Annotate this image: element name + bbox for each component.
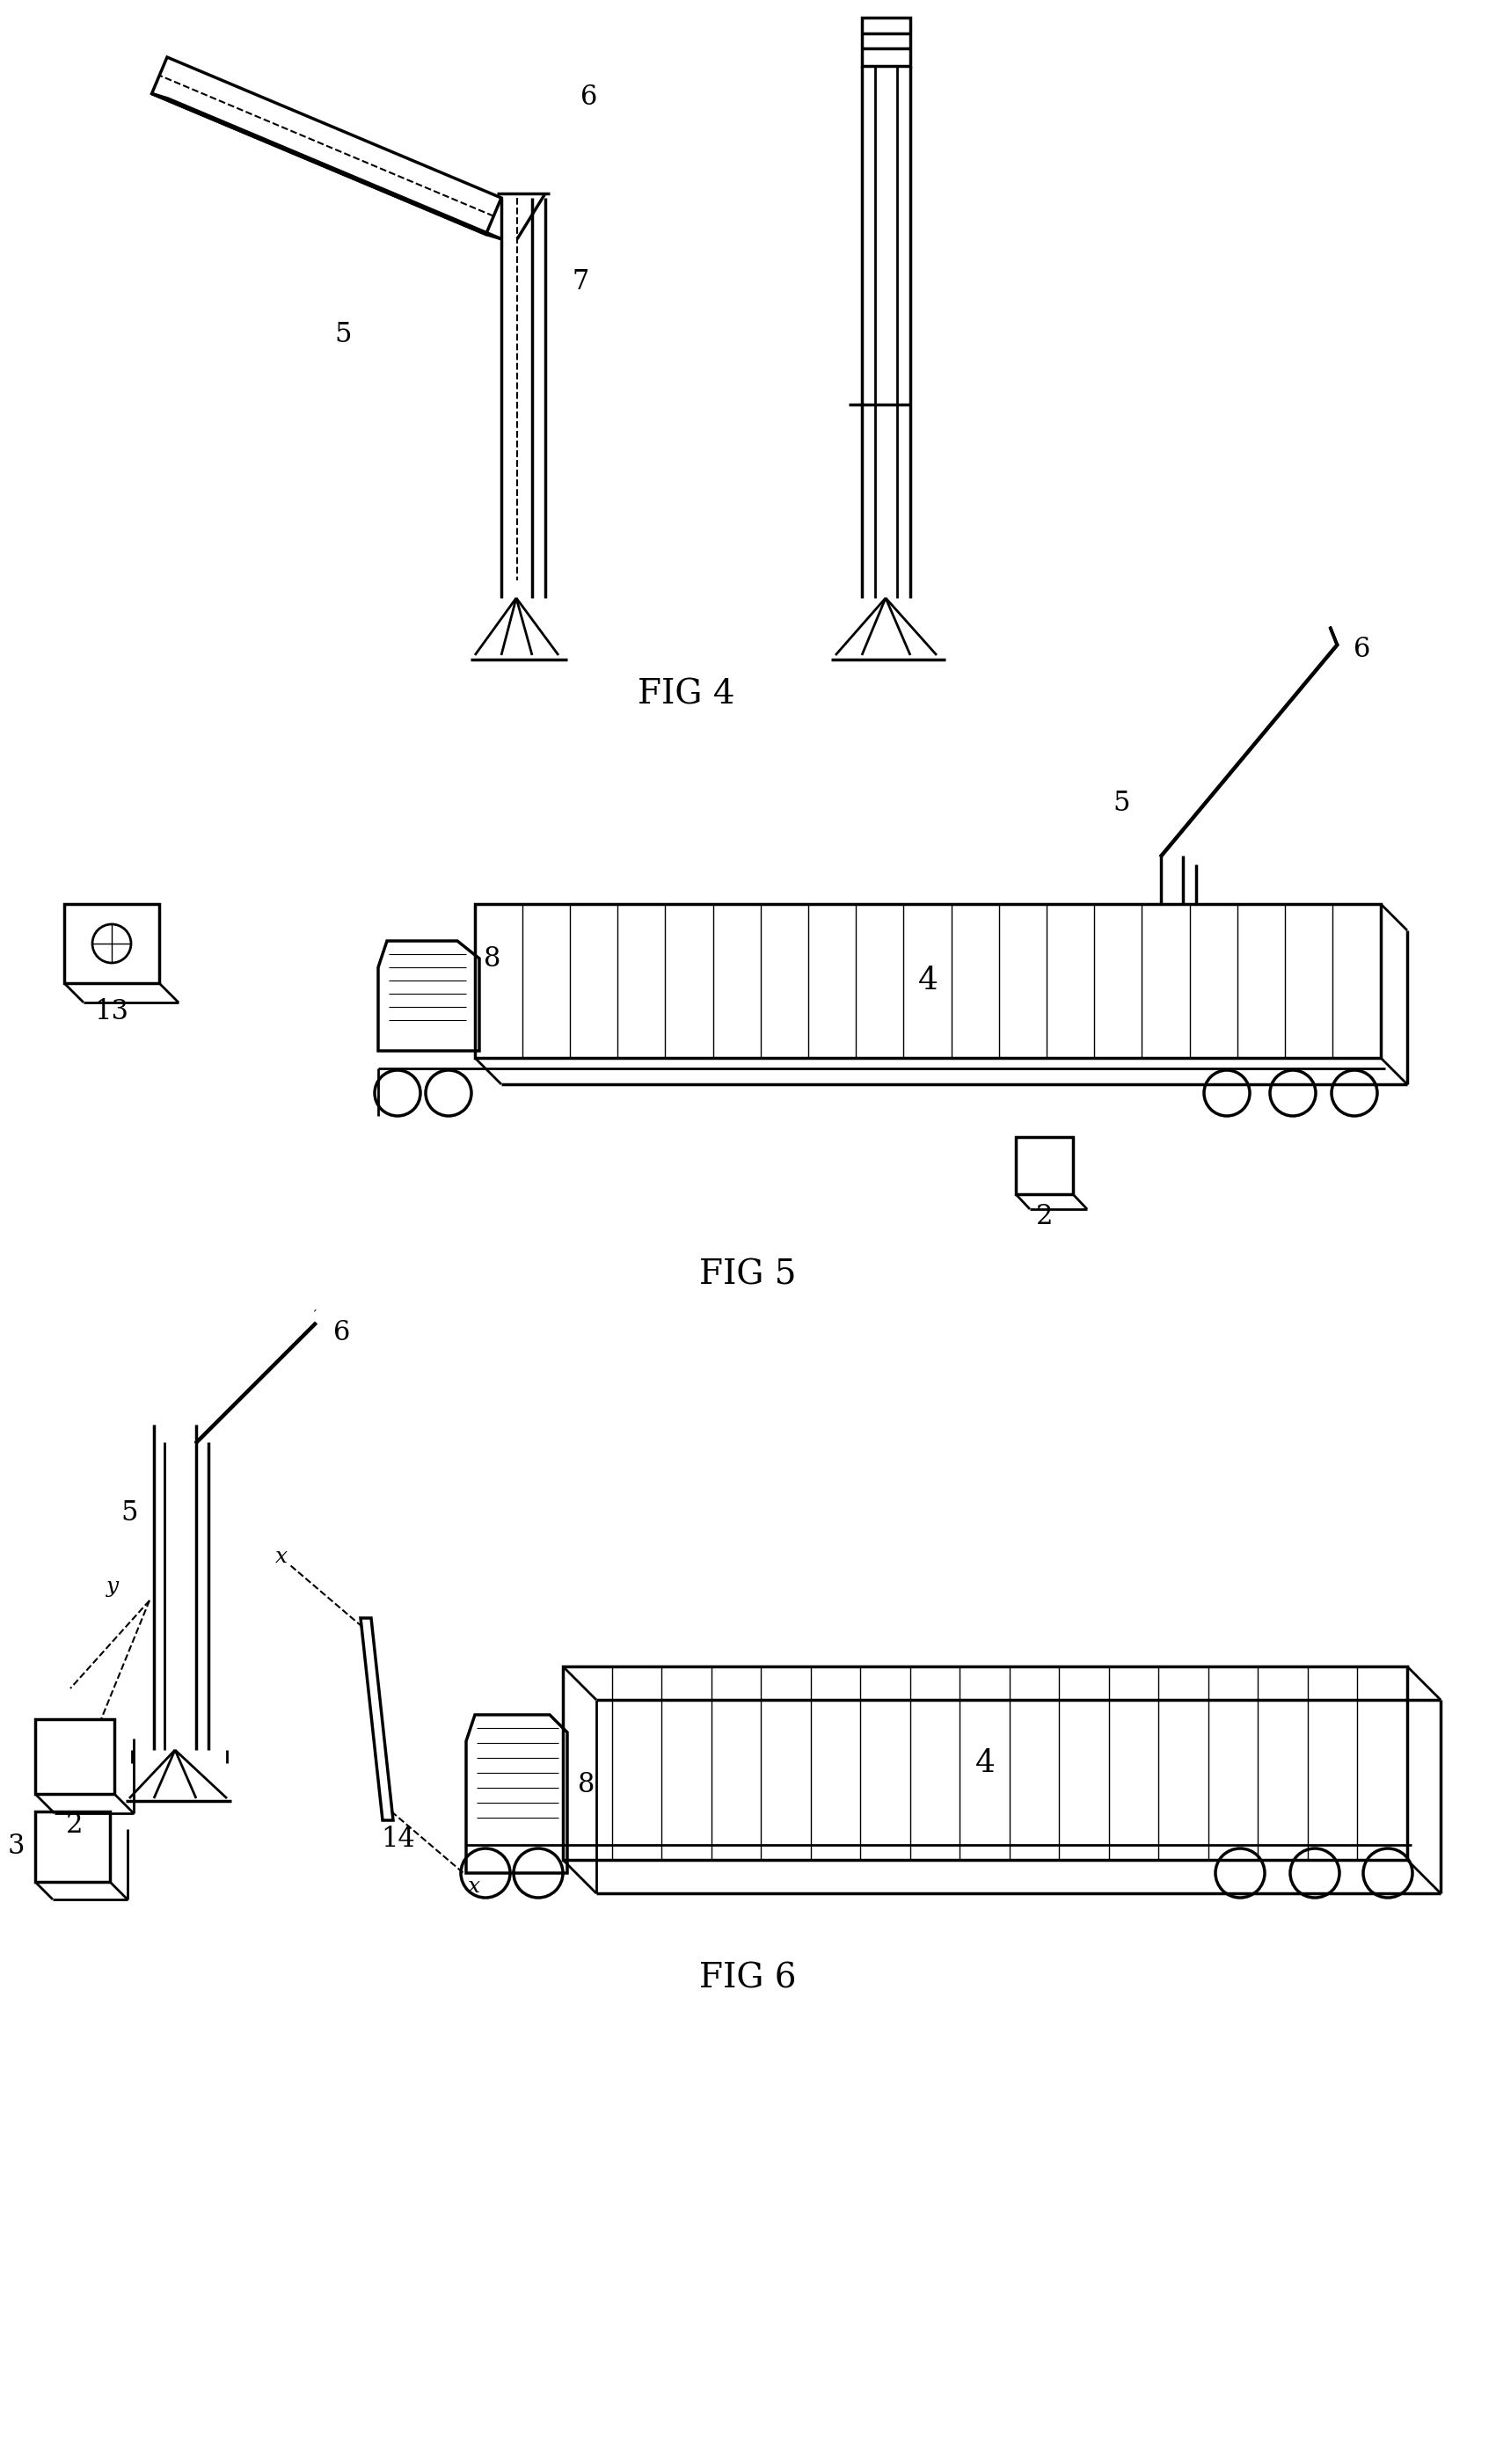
Text: FIG 6: FIG 6 — [699, 1961, 796, 1996]
Text: 4: 4 — [975, 1747, 995, 1779]
Text: x: x — [275, 1547, 287, 1567]
Bar — [562, 1666, 1408, 1860]
Text: 6: 6 — [1354, 636, 1370, 663]
Text: 4: 4 — [917, 966, 938, 995]
Text: FIG 4: FIG 4 — [637, 678, 735, 712]
Text: 2: 2 — [1037, 1202, 1053, 1230]
Text: 8: 8 — [483, 944, 501, 973]
Text: y: y — [106, 1577, 118, 1597]
Bar — [64, 904, 159, 983]
Text: 2: 2 — [66, 1811, 84, 1838]
Text: FIG 5: FIG 5 — [699, 1259, 796, 1291]
Text: 3: 3 — [7, 1833, 24, 1860]
Text: 8: 8 — [577, 1772, 595, 1799]
Text: 5: 5 — [335, 320, 352, 347]
Text: 14: 14 — [381, 1826, 416, 1853]
Bar — [862, 17, 910, 67]
Text: 6: 6 — [334, 1318, 350, 1345]
Bar — [36, 1720, 114, 1794]
Text: 5: 5 — [121, 1498, 138, 1525]
Bar — [1016, 1136, 1073, 1195]
Bar — [474, 904, 1381, 1057]
Text: 13: 13 — [94, 998, 129, 1025]
Text: 7: 7 — [571, 269, 589, 296]
Text: 6: 6 — [580, 84, 598, 111]
Bar — [36, 1811, 109, 1882]
Text: 5: 5 — [1113, 788, 1129, 816]
Text: x: x — [468, 1875, 480, 1897]
